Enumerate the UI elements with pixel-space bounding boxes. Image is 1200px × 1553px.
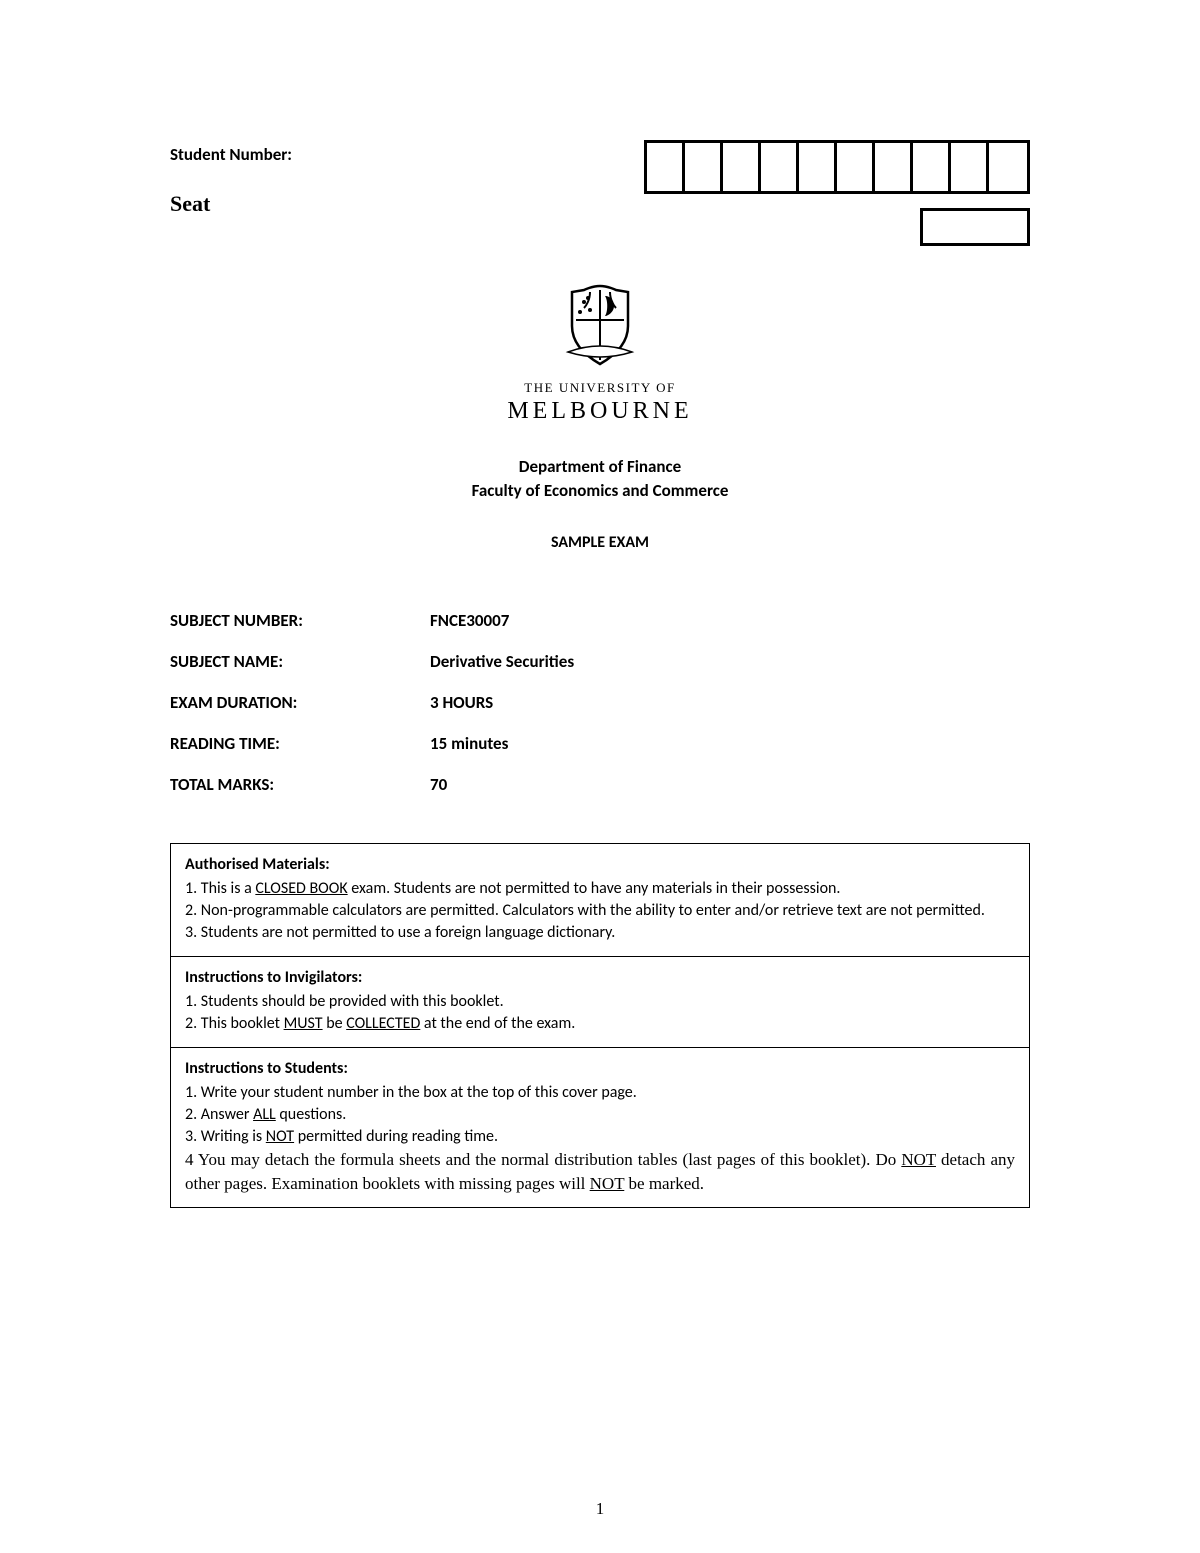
section-heading: Authorised Materials: xyxy=(185,854,1015,876)
info-label: READING TIME: xyxy=(170,733,430,754)
student-number-cell[interactable] xyxy=(989,143,1027,191)
department-name: Department of Finance xyxy=(170,455,1030,479)
student-number-cell[interactable] xyxy=(799,143,837,191)
authorised-materials-section: Authorised Materials: 1. This is a CLOSE… xyxy=(171,844,1029,957)
student-number-cell[interactable] xyxy=(875,143,913,191)
info-row-reading-time: READING TIME: 15 minutes xyxy=(170,733,1030,754)
students-item-1: 1. Write your student number in the box … xyxy=(185,1082,1015,1104)
students-item-2: 2. Answer ALL questions. xyxy=(185,1104,1015,1126)
text: permitted during reading time. xyxy=(294,1127,498,1146)
student-number-cell[interactable] xyxy=(647,143,685,191)
text: 4 You may detach the formula sheets and … xyxy=(185,1150,901,1169)
text: questions. xyxy=(276,1105,347,1124)
info-label: SUBJECT NUMBER: xyxy=(170,610,430,631)
materials-item-1: 1. This is a CLOSED BOOK exam. Students … xyxy=(185,878,1015,900)
info-label: TOTAL MARKS: xyxy=(170,774,430,795)
university-crest-icon xyxy=(550,282,650,372)
page-number: 1 xyxy=(0,1499,1200,1519)
student-number-cell[interactable] xyxy=(951,143,989,191)
invigilators-section: Instructions to Invigilators: 1. Student… xyxy=(171,957,1029,1048)
materials-item-3: 3. Students are not permitted to use a f… xyxy=(185,922,1015,944)
underline-text: CLOSED BOOK xyxy=(255,879,347,898)
students-item-4: 4 You may detach the formula sheets and … xyxy=(185,1148,1015,1195)
underline-text: NOT xyxy=(901,1150,936,1169)
student-number-cell[interactable] xyxy=(913,143,951,191)
text: exam. Students are not permitted to have… xyxy=(348,879,841,898)
info-row-exam-duration: EXAM DURATION: 3 HOURS xyxy=(170,692,1030,713)
text: be marked. xyxy=(624,1174,704,1193)
underline-text: MUST xyxy=(284,1014,323,1033)
exam-type: SAMPLE EXAM xyxy=(170,533,1030,552)
text: at the end of the exam. xyxy=(420,1014,575,1033)
underline-text: ALL xyxy=(253,1105,276,1124)
info-value: Derivative Securities xyxy=(430,651,574,672)
info-row-total-marks: TOTAL MARKS: 70 xyxy=(170,774,1030,795)
university-line2: MELBOURNE xyxy=(170,398,1030,425)
section-heading: Instructions to Invigilators: xyxy=(185,967,1015,989)
underline-text: NOT xyxy=(590,1174,625,1193)
invigilators-item-2: 2. This booklet MUST be COLLECTED at the… xyxy=(185,1013,1015,1035)
seat-box[interactable] xyxy=(920,208,1030,246)
seat-label: Seat xyxy=(170,191,292,217)
university-block: THE UNIVERSITY OF MELBOURNE xyxy=(170,282,1030,425)
student-number-cell[interactable] xyxy=(837,143,875,191)
info-label: EXAM DURATION: xyxy=(170,692,430,713)
student-number-cell[interactable] xyxy=(761,143,799,191)
info-row-subject-name: SUBJECT NAME: Derivative Securities xyxy=(170,651,1030,672)
info-label: SUBJECT NAME: xyxy=(170,651,430,672)
underline-text: NOT xyxy=(266,1127,294,1146)
invigilators-item-1: 1. Students should be provided with this… xyxy=(185,991,1015,1013)
text: be xyxy=(323,1014,347,1033)
top-row: Student Number: Seat xyxy=(170,140,1030,246)
info-value: FNCE30007 xyxy=(430,610,509,631)
subject-info-table: SUBJECT NUMBER: FNCE30007 SUBJECT NAME: … xyxy=(170,610,1030,795)
underline-text: COLLECTED xyxy=(346,1014,420,1033)
materials-item-2: 2. Non-programmable calculators are perm… xyxy=(185,900,1015,922)
info-value: 70 xyxy=(430,774,447,795)
text: 1. This is a xyxy=(185,879,255,898)
top-labels: Student Number: Seat xyxy=(170,140,292,217)
university-line1: THE UNIVERSITY OF xyxy=(170,380,1030,396)
students-item-3: 3. Writing is NOT permitted during readi… xyxy=(185,1126,1015,1148)
info-value: 3 HOURS xyxy=(430,692,493,713)
faculty-name: Faculty of Economics and Commerce xyxy=(170,479,1030,503)
text: 3. Writing is xyxy=(185,1127,266,1146)
student-number-boxes[interactable] xyxy=(644,140,1030,194)
student-number-cell[interactable] xyxy=(685,143,723,191)
exam-cover-page: Student Number: Seat THE UNIVERSITY OF M… xyxy=(0,0,1200,1208)
department-block: Department of Finance Faculty of Economi… xyxy=(170,455,1030,503)
text: 2. This booklet xyxy=(185,1014,284,1033)
info-row-subject-number: SUBJECT NUMBER: FNCE30007 xyxy=(170,610,1030,631)
section-heading: Instructions to Students: xyxy=(185,1058,1015,1080)
info-value: 15 minutes xyxy=(430,733,508,754)
student-number-cell[interactable] xyxy=(723,143,761,191)
text: 2. Answer xyxy=(185,1105,253,1124)
rules-box: Authorised Materials: 1. This is a CLOSE… xyxy=(170,843,1030,1209)
input-boxes-column xyxy=(644,140,1030,246)
student-number-label: Student Number: xyxy=(170,144,292,165)
students-section: Instructions to Students: 1. Write your … xyxy=(171,1048,1029,1207)
